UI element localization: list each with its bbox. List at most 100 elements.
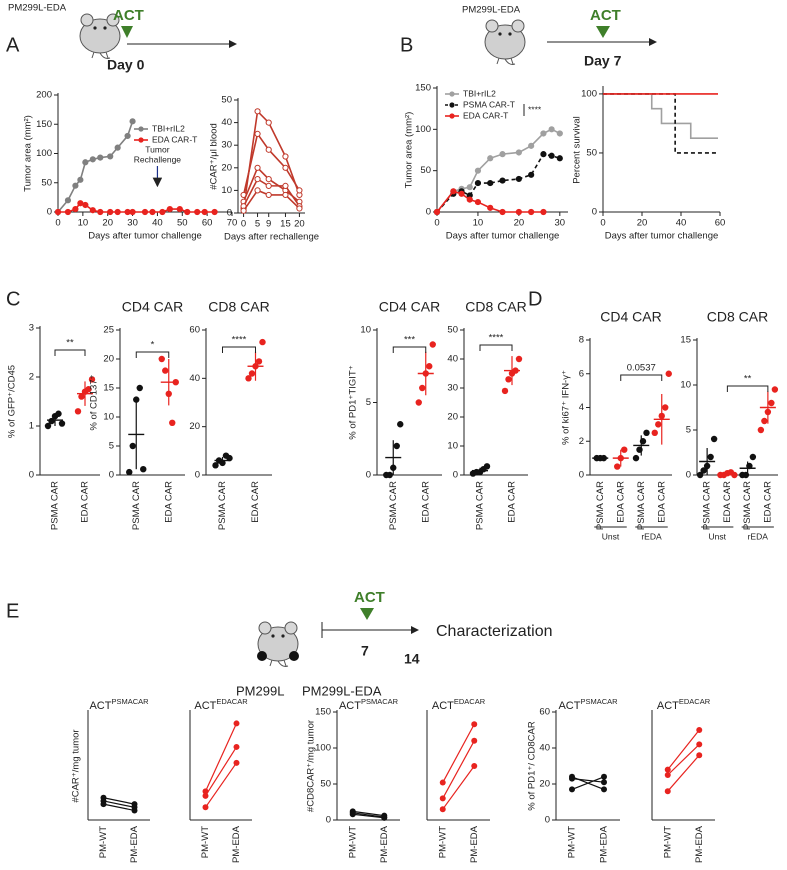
title-superscript: EDACAR — [679, 697, 711, 706]
x-tick-label: 20 — [514, 218, 525, 229]
data-point — [528, 208, 535, 216]
y-axis-label: % of GFP⁺/CD45 — [7, 365, 18, 438]
x-tick-label: 30 — [555, 218, 566, 229]
x-tick-label: PSMA CAR — [475, 481, 486, 530]
data-point — [614, 463, 621, 470]
data-point — [439, 806, 446, 813]
data-point — [158, 355, 165, 363]
y-tick-label: 50 — [420, 165, 431, 176]
y-tick-label: 10 — [103, 412, 114, 423]
y-tick-label: 50 — [586, 147, 597, 158]
chart-title: ACTPSMACAR — [558, 697, 618, 712]
data-point — [89, 156, 96, 163]
data-point — [601, 779, 607, 786]
data-point — [176, 205, 183, 213]
data-point — [749, 453, 757, 461]
data-point — [548, 126, 555, 133]
data-point — [471, 721, 478, 728]
y-tick-label: 15 — [103, 383, 114, 394]
day: Day 0 — [107, 57, 145, 73]
y-tick-label: 0 — [592, 207, 597, 218]
y-tick-label: 10 — [447, 441, 458, 452]
chart-title: CD8 CAR — [208, 299, 269, 315]
y-tick-label: 20 — [221, 162, 232, 173]
data-point — [349, 811, 356, 818]
group-label: rEDA — [641, 531, 662, 541]
group-label: Unst — [709, 531, 727, 541]
legend-marker — [138, 137, 144, 143]
y-tick-label: 40 — [189, 373, 200, 384]
y-axis-label: Tumor area (mm²) — [404, 112, 415, 189]
data-point — [255, 358, 263, 365]
y-tick-label: 100 — [415, 124, 431, 135]
panel-label: D — [528, 288, 542, 310]
legend-marker — [449, 91, 455, 97]
y-tick-label: 50 — [41, 177, 52, 188]
title-superscript: PSMACAR — [111, 697, 149, 706]
significance-bracket — [222, 346, 256, 353]
x-tick-label: 9 — [266, 219, 271, 230]
x-tick-label: 0 — [55, 218, 60, 229]
y-tick-label: 100 — [36, 148, 52, 159]
y-tick-label: 3 — [29, 323, 34, 334]
data-point — [78, 393, 85, 400]
data-point — [201, 208, 208, 216]
y-axis-label: % of CD137⁺ — [89, 374, 100, 430]
y-tick-label: 0 — [453, 470, 458, 481]
panel-label: E — [6, 600, 19, 622]
y-axis-label: % of ki67⁺ IFN-γ⁺ — [561, 370, 572, 445]
data-point — [393, 442, 400, 450]
data-point — [662, 404, 669, 411]
data-point — [107, 208, 114, 216]
significance-bracket — [135, 351, 170, 358]
data-point — [131, 807, 138, 814]
x-tick-label: EDA CAR — [420, 481, 431, 523]
x-axis-label: Days after tumor challenge — [605, 231, 719, 242]
x-tick-label: PM-EDA — [231, 825, 242, 863]
data-point — [233, 720, 240, 727]
act-marker — [121, 26, 133, 38]
x-tick-label: 50 — [177, 218, 188, 229]
significance-label: **** — [232, 335, 247, 346]
x-tick-label: PM-EDA — [469, 825, 480, 863]
y-tick-label: 60 — [189, 325, 200, 336]
act-marker — [360, 608, 374, 620]
x-tick-label: 20 — [102, 218, 113, 229]
significance-bracket — [726, 385, 769, 392]
data-point — [107, 153, 114, 160]
data-point — [282, 164, 289, 171]
y-tick-label: 15 — [680, 335, 691, 346]
x-tick-label: EDA CAR — [762, 481, 773, 523]
treatment: ACT — [113, 7, 144, 24]
data-point — [88, 376, 96, 383]
data-point — [471, 763, 478, 769]
x-tick-label: EDA CAR — [507, 481, 518, 523]
series-line — [436, 128, 561, 213]
data-point — [386, 471, 393, 479]
data-point — [771, 386, 779, 393]
data-point — [474, 167, 482, 174]
data-point — [515, 208, 522, 216]
x-tick-label: PM-EDA — [379, 825, 390, 863]
data-point — [429, 341, 436, 348]
data-point — [136, 384, 143, 392]
pair-line — [352, 813, 385, 819]
data-point — [55, 410, 62, 417]
legend-label: TBI+rIL2 — [463, 88, 496, 98]
y-tick-label: 200 — [36, 90, 52, 101]
data-point — [556, 130, 563, 137]
data-point — [202, 804, 209, 811]
data-point — [696, 471, 704, 479]
pair-line — [103, 800, 135, 808]
x-tick-label: PSMA CAR — [388, 481, 399, 530]
data-point — [439, 795, 446, 802]
data-point — [439, 779, 446, 786]
x-tick-label: 70 — [227, 218, 238, 229]
data-point — [501, 387, 509, 395]
data-point — [487, 179, 494, 187]
x-tick-label: 0 — [241, 219, 246, 230]
chart-title: CD8 CAR — [465, 299, 526, 315]
y-tick-label: 0 — [47, 207, 52, 218]
data-point — [643, 429, 650, 437]
data-point — [133, 396, 140, 403]
